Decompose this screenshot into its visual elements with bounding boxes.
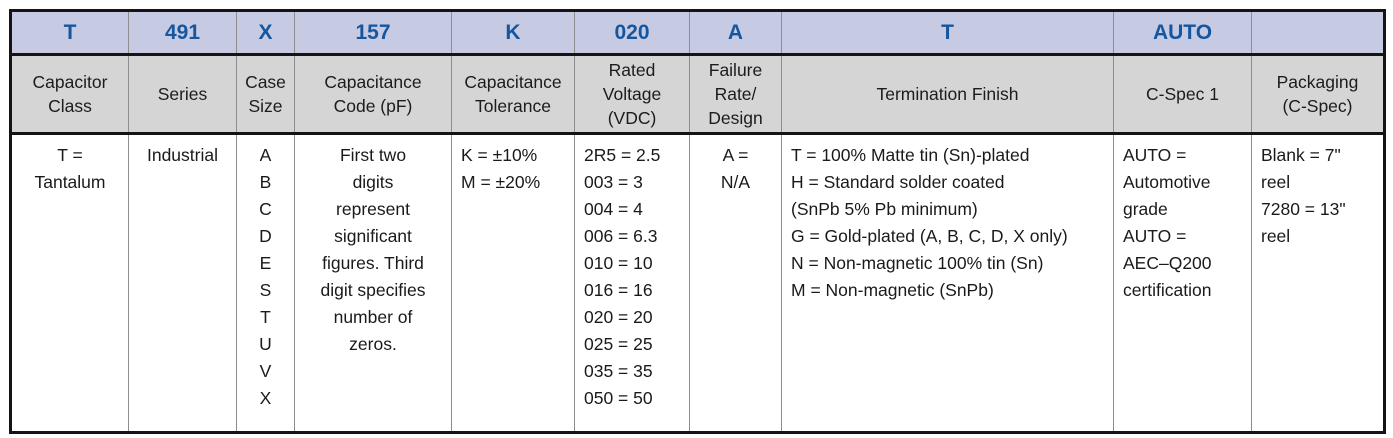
code-cell-termination-finish: T xyxy=(781,10,1114,56)
code-cell-capacitance-tolerance: K xyxy=(451,10,575,56)
body-cell-capacitance-code: First two digits represent significant f… xyxy=(294,133,452,433)
code-row: T 491 X 157 K 020 A T AUTO xyxy=(10,10,1385,56)
code-cell-c-spec-1: AUTO xyxy=(1113,10,1252,56)
body-cell-series: Industrial xyxy=(128,133,237,433)
header-cell-series: Series xyxy=(128,54,237,136)
header-cell-capacitance-code: Capacitance Code (pF) xyxy=(294,54,452,136)
body-cell-packaging: Blank = 7" reel 7280 = 13" reel xyxy=(1251,133,1385,433)
body-cell-case-size: A B C D E S T U V X xyxy=(236,133,295,433)
header-cell-failure-rate: Failure Rate/ Design xyxy=(689,54,782,136)
body-cell-termination-finish: T = 100% Matte tin (Sn)-plated H = Stand… xyxy=(781,133,1114,433)
code-cell-series: 491 xyxy=(128,10,237,56)
body-cell-c-spec-1: AUTO = Automotive grade AUTO = AEC–Q200 … xyxy=(1113,133,1252,433)
part-number-ordering-table: T 491 X 157 K 020 A T AUTO Capacitor Cla… xyxy=(9,9,1386,435)
header-cell-rated-voltage: Rated Voltage (VDC) xyxy=(574,54,690,136)
header-cell-capacitance-tolerance: Capacitance Tolerance xyxy=(451,54,575,136)
header-row: Capacitor Class Series Case Size Capacit… xyxy=(10,54,1385,136)
header-cell-packaging: Packaging (C-Spec) xyxy=(1251,54,1385,136)
code-cell-rated-voltage: 020 xyxy=(574,10,690,56)
code-cell-failure-rate: A xyxy=(689,10,782,56)
header-cell-capacitor-class: Capacitor Class xyxy=(10,54,129,136)
body-cell-capacitor-class: T = Tantalum xyxy=(10,133,129,433)
body-cell-capacitance-tolerance: K = ±10% M = ±20% xyxy=(451,133,575,433)
header-cell-case-size: Case Size xyxy=(236,54,295,136)
header-cell-termination-finish: Termination Finish xyxy=(781,54,1114,136)
code-cell-case-size: X xyxy=(236,10,295,56)
body-row: T = Tantalum Industrial A B C D E S T U … xyxy=(10,133,1385,433)
body-cell-rated-voltage: 2R5 = 2.5 003 = 3 004 = 4 006 = 6.3 010 … xyxy=(574,133,690,433)
code-cell-capacitor-class: T xyxy=(10,10,129,56)
header-cell-c-spec-1: C-Spec 1 xyxy=(1113,54,1252,136)
code-cell-packaging xyxy=(1251,10,1385,56)
code-cell-capacitance-code: 157 xyxy=(294,10,452,56)
body-cell-failure-rate: A = N/A xyxy=(689,133,782,433)
